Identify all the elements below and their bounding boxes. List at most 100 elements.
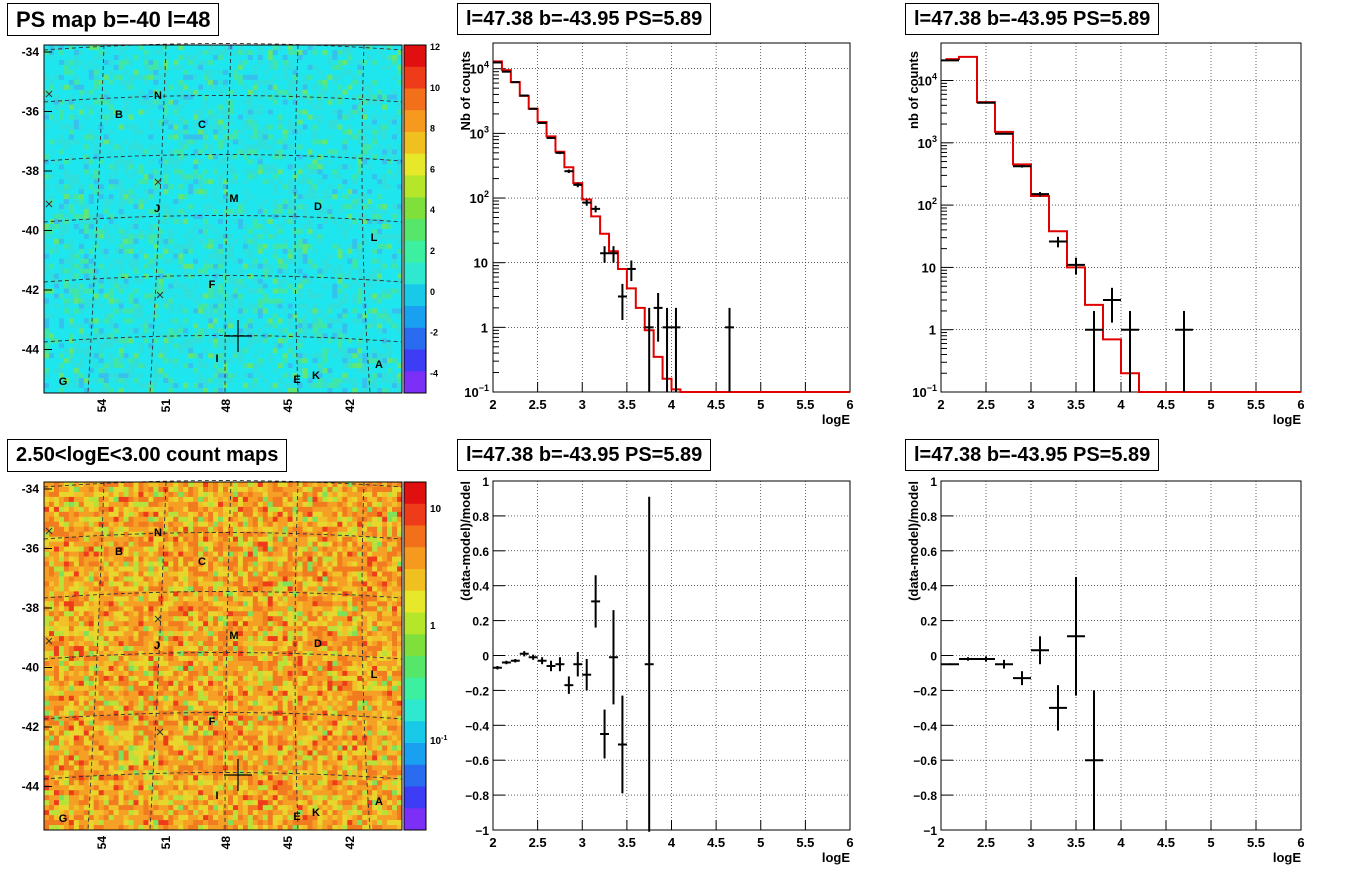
ps_map-grid-meridian	[87, 44, 105, 394]
spec1-ytick-label: 102	[470, 189, 489, 206]
res1-xtick-label: 4.5	[707, 835, 725, 850]
ps_map-colorbar-cell	[404, 262, 426, 285]
count_map-grid-parallel	[43, 532, 403, 540]
count_map-grid-meridian	[149, 481, 167, 831]
count_map-colorbar-frame	[403, 481, 427, 831]
ps_map-ytick-label: -36	[22, 105, 40, 119]
res1-xlabel: logE	[822, 850, 850, 865]
ps_map-colorbar-label: 0	[430, 287, 435, 297]
res2-xtick-label: 3.5	[1067, 835, 1085, 850]
count_map-colorbar-label: 10	[430, 504, 442, 515]
count_map-grid-meridian	[87, 481, 105, 831]
count_map-source-label: E	[293, 811, 300, 823]
count_map-colorbar-cell	[404, 569, 426, 592]
res1-data-point	[573, 652, 583, 677]
res1-data-point	[609, 610, 618, 705]
count_map-colorbar-cell	[404, 743, 426, 766]
res2-xtick-label: 2	[937, 835, 944, 850]
count-map-title: 2.50<logE<3.00 count maps	[7, 439, 288, 472]
count_map-ytick-label: -44	[22, 780, 40, 794]
spec2-ytick-label: 103	[918, 134, 937, 151]
ps_map-colorbar-cell	[404, 132, 426, 155]
res1-ytick-label: 0.4	[472, 580, 489, 594]
ps_map-source-label: K	[312, 370, 320, 382]
spec2-data-point	[1067, 257, 1085, 275]
res2-xtick-label: 3	[1027, 835, 1034, 850]
ps_map-source-label: A	[375, 359, 383, 371]
count_map-source-label: D	[314, 638, 322, 650]
spec1-xtick-label: 5.5	[796, 397, 814, 412]
ps_map-marker-cross	[156, 291, 164, 299]
spec2-data-point	[1049, 236, 1067, 248]
count_map-ytick-label: -36	[22, 542, 40, 556]
res2-data-point	[959, 657, 977, 661]
ps_map-colorbar-cell	[404, 327, 426, 350]
res1-ytick-label: 0.6	[472, 545, 489, 559]
res2-ytick-label: −0.6	[913, 754, 937, 768]
res2-data-point	[995, 659, 1013, 669]
ps_map-grid-parallel	[43, 215, 403, 223]
count_map-xtick-label: 42	[343, 836, 357, 850]
count_map-colorbar-cell	[404, 482, 426, 505]
spec1-data-point	[662, 307, 672, 392]
spec1-data-point	[555, 151, 565, 155]
spec1-data-point	[546, 136, 556, 139]
spec1-data-point	[644, 307, 654, 392]
ps_map-grid-parallel	[43, 335, 403, 343]
ps_map-source-label: D	[314, 201, 322, 213]
spec1-xtick-label: 2.5	[529, 397, 547, 412]
res2-ytick-label: 0	[930, 650, 937, 664]
spec2-data-point	[1175, 310, 1193, 392]
res1-ytick-label: −0.6	[465, 754, 489, 768]
res1-data-point	[501, 660, 511, 665]
count_map-grid-parallel	[43, 480, 403, 488]
count_map-source-label: C	[198, 556, 206, 568]
res1-ytick-label: 0	[482, 650, 489, 664]
spec1-data-point	[493, 61, 502, 64]
res2-xtick-label: 6	[1297, 835, 1304, 850]
ps_map-colorbar-cell	[404, 240, 426, 263]
spec1-data-point	[582, 199, 592, 206]
ps_map-source-label: C	[198, 119, 206, 131]
count_map-colorbar-cell	[404, 808, 426, 831]
res2-data-point	[1049, 685, 1067, 731]
ps-map-title: PS map b=-40 l=48	[7, 3, 220, 36]
count_map-ytick-label: -38	[22, 601, 40, 615]
count_map-colorbar-cell	[404, 786, 426, 809]
spec1-xtick-label: 2	[489, 397, 496, 412]
count_map-xtick-label: 54	[95, 836, 109, 850]
res2-ytick-label: 1	[930, 475, 937, 489]
ps_map-colorbar-frame	[403, 44, 427, 394]
count_map-colorbar-cell	[404, 612, 426, 635]
count_map-colorbar-cell	[404, 525, 426, 548]
res2-data-point	[941, 663, 959, 666]
res1-data-point	[555, 657, 565, 672]
res1-xtick-label: 2.5	[529, 835, 547, 850]
count_map-colorbar-cell	[404, 590, 426, 613]
ps_map-ytick-label: -42	[22, 283, 40, 297]
spec2-xtick-label: 3	[1027, 397, 1034, 412]
res1-xtick-label: 3.5	[618, 835, 636, 850]
res2-xlabel: logE	[1273, 850, 1301, 865]
res1-data-point	[564, 676, 574, 694]
ps_map-ytick-label: -44	[22, 343, 40, 357]
spec1-data-point	[617, 283, 627, 320]
spec1-data-point	[600, 246, 610, 263]
count_map-marker-cross	[45, 527, 53, 535]
res1-ytick-label: 1	[482, 475, 489, 489]
res1-xtick-label: 6	[846, 835, 853, 850]
spec1-ytick-label: 1	[481, 320, 488, 335]
ps_map-grid-parallel	[43, 154, 403, 162]
ps_map-source-label: J	[154, 203, 160, 215]
spec1-ytick-label: 10−1	[464, 383, 489, 400]
count_map-colorbar-label: 10-1	[430, 735, 447, 747]
res1-data-point	[644, 496, 654, 832]
ps_map-grid-meridian	[224, 44, 232, 394]
count_map-colorbar-cell	[404, 764, 426, 787]
count_map-grid-meridian	[361, 481, 371, 831]
spec1-ylabel: Nb of counts	[458, 51, 473, 130]
count_map-colorbar-label: 1	[430, 621, 436, 632]
res1-ytick-label: −0.8	[465, 789, 489, 803]
spec1-xtick-label: 6	[846, 397, 853, 412]
